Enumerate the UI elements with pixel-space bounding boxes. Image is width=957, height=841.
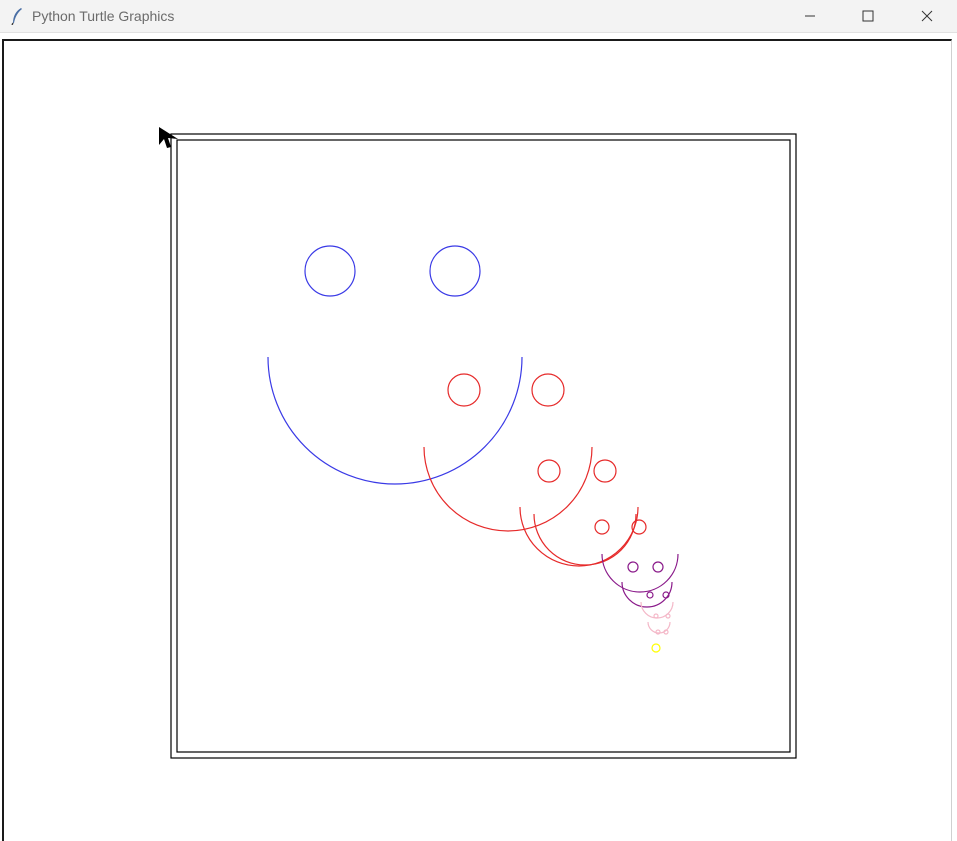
smiley-mouth [640,601,674,619]
smiley-face [651,643,661,653]
smiley-mouth [519,506,639,567]
smiley-left-eye [627,561,639,573]
smiley-faces-group [267,245,679,653]
smiley-left-eye [651,643,661,653]
smiley-mouth [601,553,679,593]
minimize-button[interactable] [781,0,839,32]
smiley-face [533,513,647,566]
smiley-face [640,601,674,619]
smiley-mouth [647,621,671,634]
feather-icon [11,8,22,25]
turtle-canvas-frame[interactable] [2,39,952,841]
smiley-mouth [533,513,637,566]
window-title: Python Turtle Graphics [32,8,175,24]
close-button[interactable] [898,0,956,32]
close-icon [921,10,933,22]
outer-border [170,133,797,759]
maximize-icon [862,10,874,22]
smiley-right-eye [631,519,647,535]
minimize-icon [805,15,815,17]
smiley-face [601,553,679,593]
smiley-right-eye [593,459,617,483]
turtle-canvas[interactable] [4,41,952,841]
smiley-face [647,621,671,635]
turtle-arrow-icon [159,127,178,148]
smiley-mouth [423,446,593,532]
smiley-right-eye [531,373,565,407]
smiley-right-eye [652,561,664,573]
smiley-left-eye [646,591,654,599]
smiley-mouth [267,356,523,485]
smiley-left-eye [304,245,356,297]
smiley-left-eye [447,373,481,407]
smiley-face [267,245,523,485]
smiley-mouth [621,581,673,608]
title-bar: Python Turtle Graphics [0,0,957,33]
maximize-button[interactable] [839,0,897,32]
inner-border [176,139,791,753]
smiley-face [621,581,673,608]
smiley-right-eye [429,245,481,297]
smiley-left-eye [594,519,610,535]
smiley-left-eye [537,459,561,483]
smiley-face [423,373,593,532]
